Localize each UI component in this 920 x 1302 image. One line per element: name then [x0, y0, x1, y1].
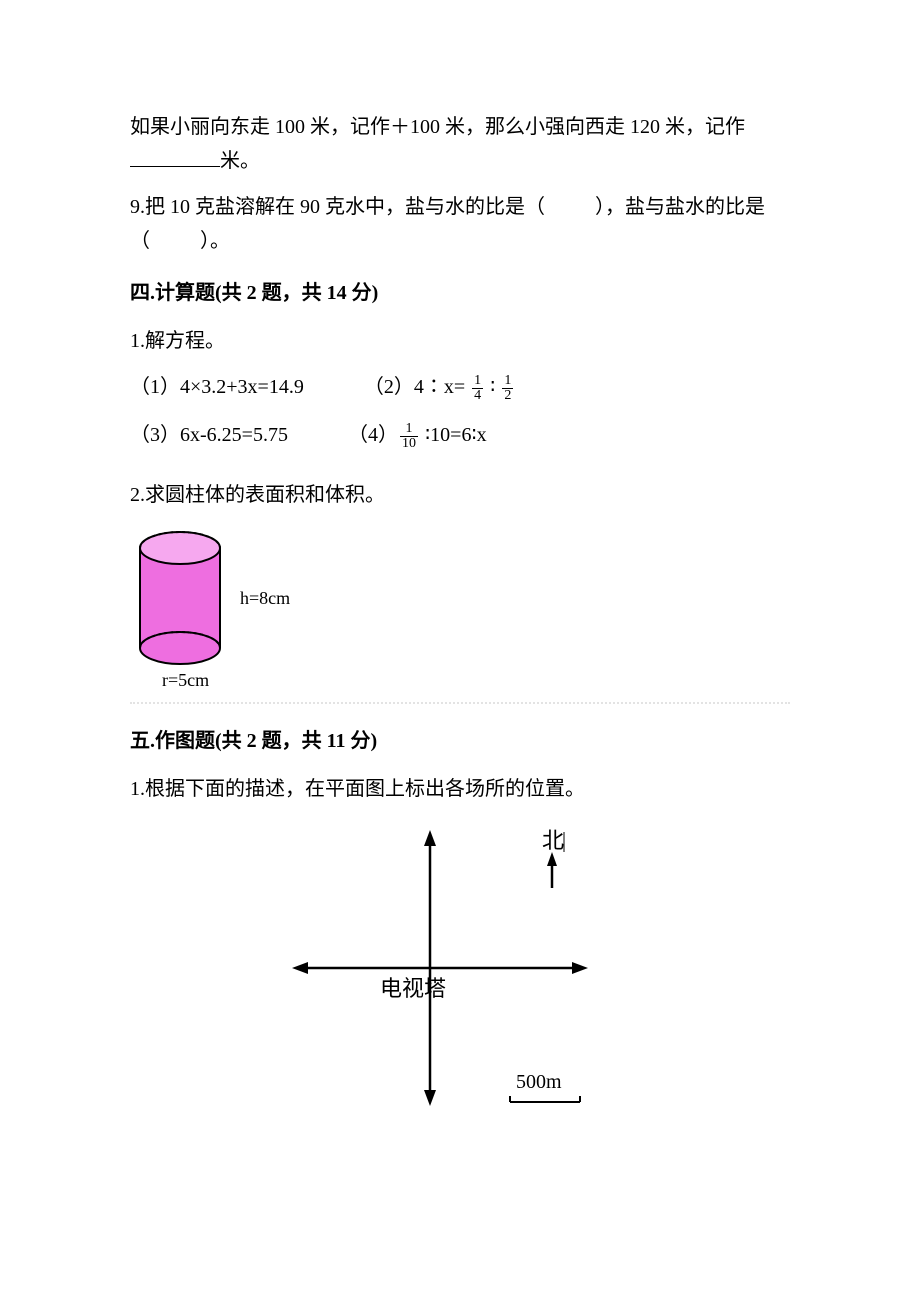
equation-2: （2）4∶x= 14 ∶ 12 — [364, 370, 516, 404]
sec4-q1-label: 1.解方程。 — [130, 324, 790, 358]
eq2-prefix: （2）4∶x= — [364, 376, 470, 398]
fraction: 14 — [472, 374, 483, 403]
map-diagram: 北 电视塔 500m — [130, 818, 790, 1149]
section-5-heading: 五.作图题(共 2 题，共 11 分) — [130, 724, 790, 758]
q9-text-a: 9.把 10 克盐溶解在 90 克水中，盐与水的比是（ — [130, 196, 545, 218]
equation-3: （3）6x-6.25=5.75 — [130, 418, 288, 452]
r-label-text: r=5cm — [162, 670, 209, 690]
eq4-suffix: ∶10=6∶x — [420, 424, 487, 446]
equation-1: （1）4×3.2+3x=14.9 — [130, 370, 304, 404]
svg-text:北: 北 — [542, 828, 564, 853]
equation-4: （4）110 ∶10=6∶x — [348, 418, 487, 452]
fraction: 12 — [502, 374, 513, 403]
cylinder-figure: h=8cm r=5cm — [130, 524, 790, 694]
svg-text:电视塔: 电视塔 — [380, 976, 446, 1001]
h-label-text: h=8cm — [240, 588, 290, 608]
question-9: 9.把 10 克盐溶解在 90 克水中，盐与水的比是（ ），盐与盐水的比是 （ ）。 — [130, 190, 790, 258]
q9-text-b: ），盐与盐水的比是 — [595, 196, 765, 218]
fraction: 110 — [400, 422, 418, 451]
sec5-q1-label: 1.根据下面的描述，在平面图上标出各场所的位置。 — [130, 772, 790, 806]
q9-text-d: ）。 — [200, 230, 230, 252]
q-cont-text-a: 如果小丽向东走 100 米，记作＋100 米，那么小强向西走 120 米，记作 — [130, 116, 745, 138]
eq4-prefix: （4） — [348, 424, 398, 446]
answer-blank[interactable] — [130, 145, 220, 167]
svg-text:500m: 500m — [516, 1071, 562, 1093]
divider-dotted — [130, 702, 790, 704]
question-continuation: 如果小丽向东走 100 米，记作＋100 米，那么小强向西走 120 米，记作 … — [130, 110, 790, 178]
q9-text-c: （ — [130, 230, 150, 252]
eq2-mid: ∶ — [485, 376, 500, 398]
equation-block: （1）4×3.2+3x=14.9 （2）4∶x= 14 ∶ 12 （3）6x-6… — [130, 370, 790, 452]
section-4-heading: 四.计算题(共 2 题，共 14 分) — [130, 276, 790, 310]
q-cont-text-b: 米。 — [220, 150, 260, 172]
sec4-q2-label: 2.求圆柱体的表面积和体积。 — [130, 478, 790, 512]
